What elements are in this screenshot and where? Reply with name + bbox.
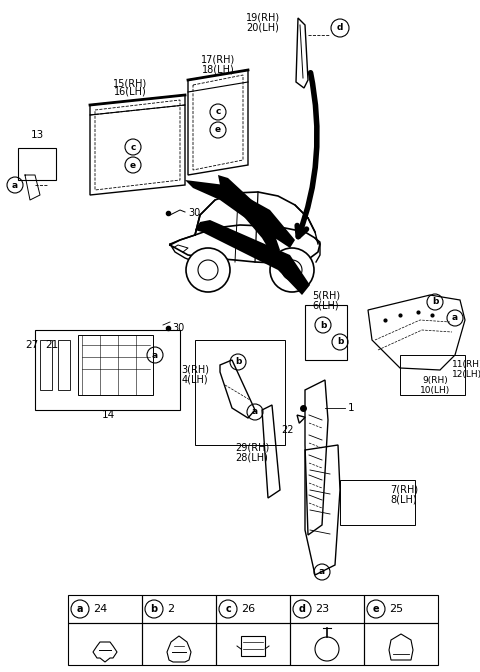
Text: 15(RH): 15(RH)	[113, 78, 147, 88]
Text: a: a	[12, 181, 18, 190]
Bar	[35, 330, 180, 410]
Bar	[305, 305, 347, 360]
Text: 20(LH): 20(LH)	[247, 22, 279, 32]
Text: a: a	[452, 314, 458, 323]
Text: b: b	[432, 298, 438, 306]
Bar	[241, 636, 265, 656]
Text: e: e	[372, 604, 379, 614]
Text: b: b	[150, 604, 157, 614]
Bar	[364, 595, 438, 623]
Bar	[364, 623, 438, 665]
Text: d: d	[299, 604, 305, 614]
Polygon shape	[188, 70, 248, 175]
Text: 13: 13	[30, 130, 44, 140]
Text: 11(RH): 11(RH)	[452, 360, 480, 370]
Bar	[195, 340, 285, 445]
Text: e: e	[130, 161, 136, 169]
Text: 12(LH): 12(LH)	[452, 370, 480, 380]
Polygon shape	[185, 180, 295, 248]
Bar	[216, 595, 290, 623]
Bar	[142, 595, 216, 623]
Text: 2: 2	[167, 604, 174, 614]
Text: a: a	[252, 407, 258, 417]
Text: 6(LH): 6(LH)	[312, 300, 339, 310]
Text: 17(RH): 17(RH)	[201, 55, 235, 65]
Bar	[68, 595, 142, 623]
Text: 24: 24	[93, 604, 107, 614]
Text: 29(RH): 29(RH)	[235, 443, 269, 453]
Text: 9(RH): 9(RH)	[422, 376, 448, 384]
Bar	[290, 623, 364, 665]
Text: c: c	[225, 604, 231, 614]
Text: 23: 23	[315, 604, 329, 614]
Text: 10(LH): 10(LH)	[420, 386, 450, 394]
Bar	[142, 623, 216, 665]
Bar	[68, 623, 142, 665]
Text: c: c	[216, 108, 221, 116]
Text: 16(LH): 16(LH)	[114, 87, 146, 97]
Text: a: a	[152, 351, 158, 360]
Text: c: c	[130, 142, 136, 151]
Text: e: e	[215, 126, 221, 134]
Polygon shape	[218, 175, 280, 258]
Text: b: b	[320, 321, 326, 329]
Text: 22: 22	[282, 425, 294, 435]
Text: 5(RH): 5(RH)	[312, 291, 340, 301]
Text: 14: 14	[101, 410, 115, 420]
Text: 25: 25	[389, 604, 403, 614]
Text: b: b	[235, 358, 241, 366]
Text: 27: 27	[25, 340, 38, 350]
Bar	[78, 335, 153, 395]
Text: 30: 30	[172, 323, 184, 333]
Circle shape	[270, 248, 314, 292]
Text: 19(RH): 19(RH)	[246, 13, 280, 23]
Circle shape	[186, 248, 230, 292]
Bar	[290, 595, 364, 623]
Bar	[340, 480, 415, 525]
Text: a: a	[319, 567, 325, 577]
Text: 18(LH): 18(LH)	[202, 64, 234, 74]
Bar	[58, 340, 70, 390]
Polygon shape	[195, 220, 310, 295]
Text: 21: 21	[45, 340, 58, 350]
Text: 3(RH): 3(RH)	[181, 365, 209, 375]
Bar	[18, 148, 56, 180]
Bar	[400, 355, 465, 395]
Bar	[216, 623, 290, 665]
Polygon shape	[90, 95, 185, 195]
Text: 1: 1	[348, 403, 355, 413]
Text: 26: 26	[241, 604, 255, 614]
Text: 30: 30	[188, 208, 200, 218]
Text: 7(RH): 7(RH)	[390, 485, 418, 495]
Text: 4(LH): 4(LH)	[182, 375, 208, 385]
Text: b: b	[337, 337, 343, 347]
Text: d: d	[337, 24, 343, 32]
Bar	[40, 340, 52, 390]
Text: 8(LH): 8(LH)	[390, 495, 417, 505]
Text: a: a	[77, 604, 83, 614]
Text: 28(LH): 28(LH)	[236, 453, 268, 463]
